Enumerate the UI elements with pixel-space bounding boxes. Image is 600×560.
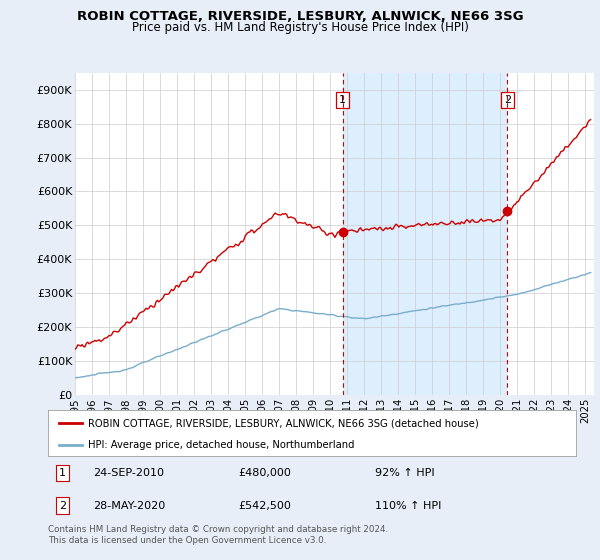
Text: 2: 2 [504, 95, 511, 105]
Text: 92% ↑ HPI: 92% ↑ HPI [376, 468, 435, 478]
Text: Contains HM Land Registry data © Crown copyright and database right 2024.
This d: Contains HM Land Registry data © Crown c… [48, 525, 388, 545]
Text: 1: 1 [339, 95, 346, 105]
Text: 2: 2 [59, 501, 67, 511]
Text: 1: 1 [59, 468, 66, 478]
Text: Price paid vs. HM Land Registry's House Price Index (HPI): Price paid vs. HM Land Registry's House … [131, 21, 469, 34]
Text: £480,000: £480,000 [238, 468, 291, 478]
Text: 28-MAY-2020: 28-MAY-2020 [93, 501, 165, 511]
Text: 24-SEP-2010: 24-SEP-2010 [93, 468, 164, 478]
Text: ROBIN COTTAGE, RIVERSIDE, LESBURY, ALNWICK, NE66 3SG (detached house): ROBIN COTTAGE, RIVERSIDE, LESBURY, ALNWI… [88, 418, 478, 428]
Text: 110% ↑ HPI: 110% ↑ HPI [376, 501, 442, 511]
Bar [343, 73, 508, 395]
Text: HPI: Average price, detached house, Northumberland: HPI: Average price, detached house, Nort… [88, 440, 354, 450]
Text: £542,500: £542,500 [238, 501, 291, 511]
Text: ROBIN COTTAGE, RIVERSIDE, LESBURY, ALNWICK, NE66 3SG: ROBIN COTTAGE, RIVERSIDE, LESBURY, ALNWI… [77, 10, 523, 23]
